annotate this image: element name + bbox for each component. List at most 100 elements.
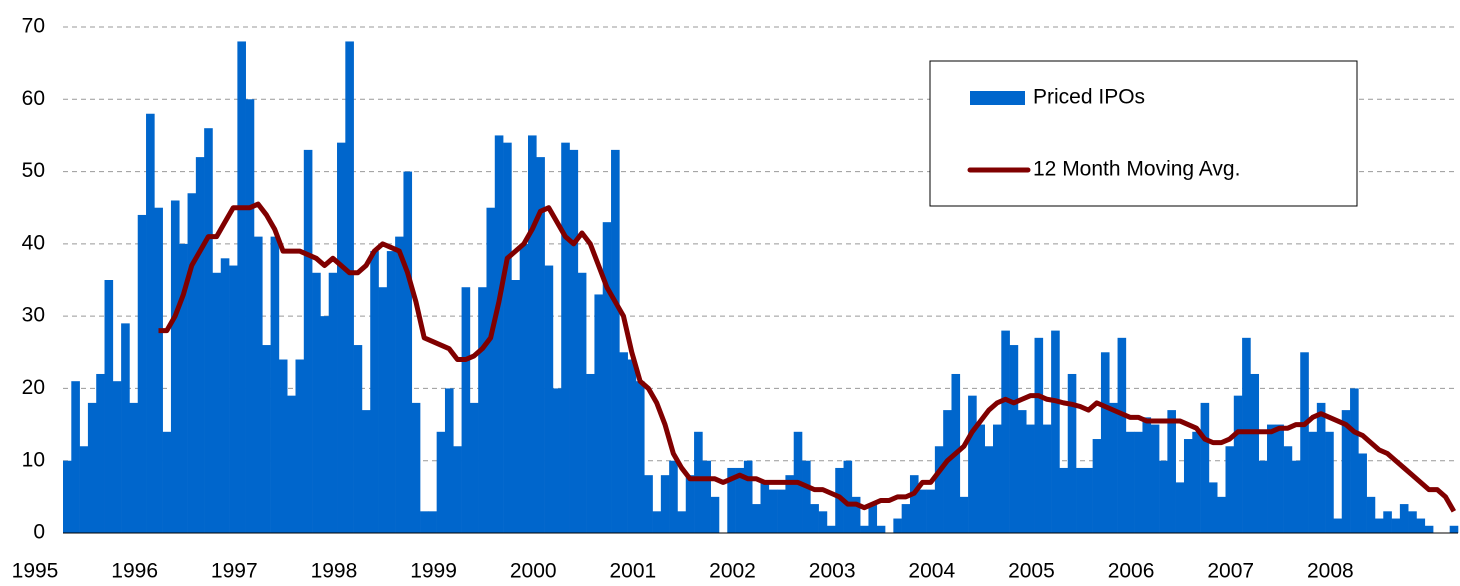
bar [1358, 453, 1367, 533]
x-tick-label: 1998 [311, 560, 358, 583]
bar [735, 467, 745, 533]
bar [1134, 431, 1143, 533]
bar [619, 352, 628, 533]
bar [1017, 410, 1027, 533]
bar [1192, 431, 1201, 533]
bar [644, 475, 653, 533]
bar [1383, 511, 1392, 533]
bar [652, 511, 662, 533]
bar [611, 149, 620, 533]
bar [320, 316, 330, 533]
bar [694, 431, 703, 533]
x-tick-label: 2001 [609, 560, 656, 583]
bar [893, 518, 902, 533]
x-tick-label: 2007 [1207, 560, 1254, 583]
x-tick-label: 1996 [111, 560, 158, 583]
bar [1242, 337, 1251, 533]
bar [594, 294, 604, 533]
bar [868, 504, 878, 533]
bar [1416, 518, 1426, 533]
x-tick-label: 1999 [410, 560, 457, 583]
bar [1316, 402, 1326, 533]
bar [112, 381, 122, 533]
bar [1366, 496, 1376, 533]
bar [1333, 518, 1343, 533]
bar [752, 504, 761, 533]
bar [1059, 467, 1069, 533]
legend-box [929, 60, 1358, 207]
bar [444, 388, 454, 533]
bar [403, 171, 413, 534]
bar [229, 265, 238, 533]
bar [1424, 525, 1434, 533]
bar [1109, 402, 1118, 533]
legend-swatch [970, 91, 1025, 105]
bar [312, 272, 321, 533]
bar [461, 287, 471, 533]
bar [826, 525, 836, 533]
bar [137, 214, 147, 533]
bar [1009, 345, 1019, 533]
x-tick-label: 2003 [809, 560, 856, 583]
bar [453, 446, 462, 533]
bar [760, 482, 770, 533]
bar [1291, 460, 1301, 533]
bar [926, 489, 936, 533]
bar [478, 287, 487, 533]
bar [901, 504, 911, 533]
x-tick-label: 2002 [709, 560, 756, 583]
bar [353, 345, 363, 533]
bar [170, 200, 180, 533]
bar [1084, 467, 1093, 533]
bar [345, 41, 354, 533]
bar [552, 388, 562, 533]
bar [361, 410, 371, 533]
bar [1283, 446, 1293, 533]
bar [96, 373, 105, 533]
bar [1026, 424, 1035, 533]
bar [968, 395, 977, 533]
bar [1042, 424, 1052, 533]
bar [303, 149, 313, 533]
bar [162, 431, 172, 533]
bar [1225, 446, 1235, 533]
x-tick-label: 2000 [510, 560, 557, 583]
bar [909, 475, 919, 533]
bar [993, 424, 1002, 533]
bar [810, 504, 819, 533]
bar [486, 207, 496, 533]
bar [1308, 431, 1318, 533]
bar [851, 496, 861, 533]
bar [494, 135, 504, 533]
bar [536, 157, 545, 533]
bar [179, 243, 188, 533]
x-tick-label: 2006 [1108, 560, 1155, 583]
y-tick-label: 20 [22, 376, 45, 399]
bar [1100, 352, 1110, 533]
bar [984, 446, 994, 533]
bar [635, 381, 645, 533]
bar [1350, 388, 1359, 533]
bar [1159, 460, 1168, 533]
bar [386, 251, 396, 534]
bar [669, 460, 678, 533]
bar [420, 511, 429, 533]
x-tick-label: 1997 [211, 560, 258, 583]
bar [528, 135, 537, 533]
bar [1408, 511, 1417, 533]
bar [395, 236, 404, 533]
legend-label: Priced IPOs [1033, 86, 1145, 109]
bar [1341, 410, 1351, 533]
bar [843, 460, 853, 533]
bar [253, 236, 263, 533]
bar [511, 280, 520, 533]
bar [503, 142, 512, 533]
bar [1391, 518, 1401, 533]
bar [1183, 439, 1193, 533]
bar [1325, 431, 1334, 533]
bar [71, 381, 80, 533]
bar [1117, 337, 1127, 533]
bar [1275, 424, 1284, 533]
bar [860, 525, 869, 533]
